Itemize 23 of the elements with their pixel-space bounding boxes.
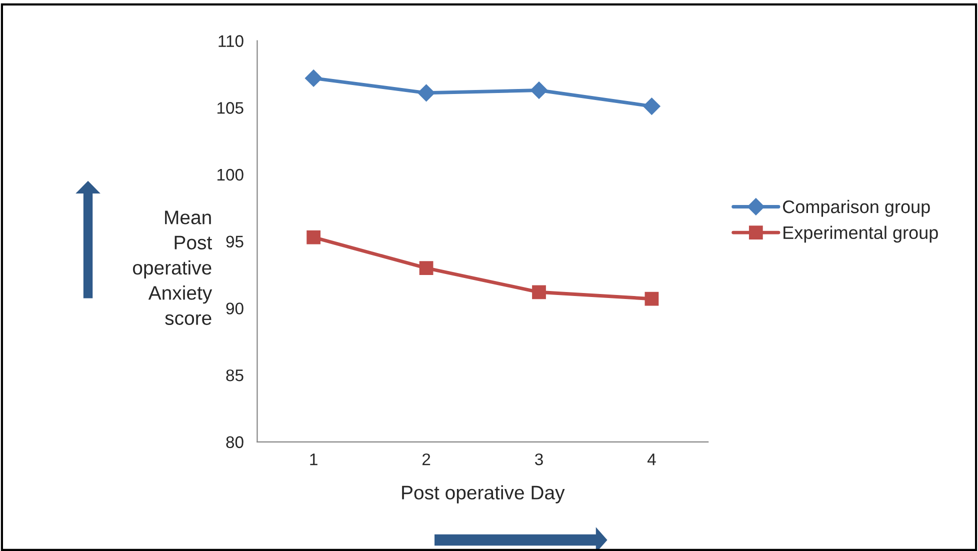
x-tick-label: 3 bbox=[535, 453, 543, 466]
y-tick-label: 95 bbox=[226, 236, 244, 248]
point bbox=[306, 230, 321, 244]
point bbox=[643, 98, 660, 115]
legend-label: Comparison group bbox=[783, 200, 930, 217]
point bbox=[418, 84, 435, 102]
x-tick-label: 1 bbox=[310, 454, 318, 466]
y-tick-label: 100 bbox=[217, 168, 244, 181]
x-axis-title: Post operative Day bbox=[402, 485, 565, 504]
y-tick-label: 90 bbox=[226, 302, 244, 314]
y-tick-label: 80 bbox=[226, 436, 244, 448]
point bbox=[532, 285, 546, 300]
y-tick-label: 110 bbox=[218, 35, 244, 47]
y-tick-label: 85 bbox=[226, 369, 244, 382]
point bbox=[305, 70, 322, 87]
point bbox=[419, 261, 434, 276]
point bbox=[530, 82, 548, 99]
y-tick-label: 105 bbox=[217, 102, 244, 114]
x-tick-label: 4 bbox=[647, 454, 656, 466]
x-tick-label: 2 bbox=[422, 453, 430, 466]
legend-label: Experimental group bbox=[784, 226, 938, 243]
point bbox=[644, 292, 659, 306]
y-axis-title: Mean Post operative Anxiety score bbox=[132, 210, 212, 325]
